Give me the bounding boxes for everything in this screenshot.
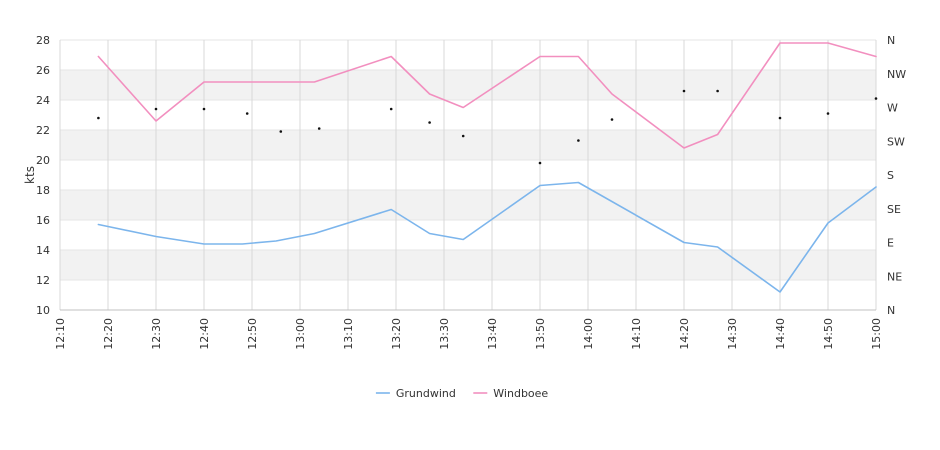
y-axis-ticks: 10 12 14 16 18 20 22 24 26 28: [36, 34, 50, 317]
y-tick-label: 28: [36, 34, 50, 47]
x-tick-label: 14:50: [822, 318, 835, 350]
y-tick-label: 22: [36, 124, 50, 137]
direction-marker: [874, 97, 878, 100]
direction-marker: [577, 139, 580, 142]
legend-label: Windboee: [493, 387, 548, 400]
direction-marker: [154, 107, 158, 111]
y2-tick-label: W: [887, 102, 898, 115]
y2-axis-ticks: N NE E SE S SW W NW N: [887, 34, 906, 317]
direction-marker: [317, 127, 321, 130]
direction-marker: [202, 107, 206, 111]
x-tick-label: 12:40: [198, 318, 211, 350]
x-tick-label: 13:40: [486, 318, 499, 350]
plot-band: [60, 250, 876, 280]
direction-marker: [279, 130, 283, 133]
y-tick-label: 12: [36, 274, 50, 287]
plot-bands: [60, 70, 876, 280]
y2-tick-label: S: [887, 169, 894, 182]
series-line-windboee: [97, 42, 877, 149]
direction-marker: [461, 134, 465, 138]
series-line-grundwind: [97, 181, 877, 293]
x-tick-label: 13:20: [390, 318, 403, 350]
y2-tick-label: NE: [887, 270, 902, 283]
direction-marker: [97, 116, 100, 120]
plot-band: [60, 130, 876, 160]
y-tick-label: 26: [36, 64, 50, 77]
y-tick-label: 14: [36, 244, 50, 257]
legend-item-windboee[interactable]: Windboee: [473, 387, 548, 400]
x-tick-label: 14:00: [582, 318, 595, 350]
y-tick-label: 24: [36, 94, 50, 107]
direction-marker: [826, 112, 830, 115]
direction-marker: [538, 161, 542, 165]
legend[interactable]: Grundwind Windboee: [375, 387, 549, 400]
direction-marker: [245, 112, 249, 115]
grid-lines: [59, 39, 877, 311]
direction-marker: [778, 116, 782, 120]
x-tick-label: 14:30: [726, 318, 739, 350]
y-tick-label: 10: [36, 304, 50, 317]
series-layer: [97, 42, 877, 293]
y2-tick-label: N: [887, 34, 895, 47]
plot-band: [60, 70, 876, 100]
x-tick-label: 13:30: [438, 318, 451, 350]
direction-marker: [428, 121, 431, 124]
x-tick-label: 14:40: [774, 318, 787, 350]
x-tick-label: 14:10: [630, 318, 643, 350]
plot-band: [60, 190, 876, 220]
x-tick-label: 13:10: [342, 318, 355, 350]
y-tick-label: 16: [36, 214, 50, 227]
y-tick-label: 18: [36, 184, 50, 197]
x-tick-label: 14:20: [678, 318, 691, 350]
y2-tick-label: N: [887, 304, 895, 317]
y-axis-title: kts: [23, 166, 37, 184]
x-tick-label: 13:00: [294, 318, 307, 350]
x-tick-label: 12:50: [246, 318, 259, 350]
x-tick-label: 12:20: [102, 318, 115, 350]
direction-marker: [682, 89, 686, 93]
y2-tick-label: NW: [887, 68, 906, 81]
direction-marker: [716, 89, 719, 93]
x-tick-label: 15:00: [870, 318, 883, 350]
y2-tick-label: SE: [887, 203, 901, 216]
y-tick-label: 20: [36, 154, 50, 167]
direction-marker: [389, 107, 393, 111]
legend-label: Grundwind: [396, 387, 456, 400]
y2-tick-label: SW: [887, 135, 905, 148]
y2-tick-label: E: [887, 237, 894, 250]
x-tick-label: 12:10: [54, 318, 67, 350]
x-axis-ticks: 12:10 12:20 12:30 12:40 12:50 13:00 13:10 13:20…: [54, 318, 883, 350]
direction-markers: [97, 89, 878, 165]
x-tick-label: 12:30: [150, 318, 163, 350]
direction-marker: [610, 118, 614, 121]
x-tick-label: 13:50: [534, 318, 547, 350]
legend-item-grundwind[interactable]: Grundwind: [375, 387, 456, 400]
